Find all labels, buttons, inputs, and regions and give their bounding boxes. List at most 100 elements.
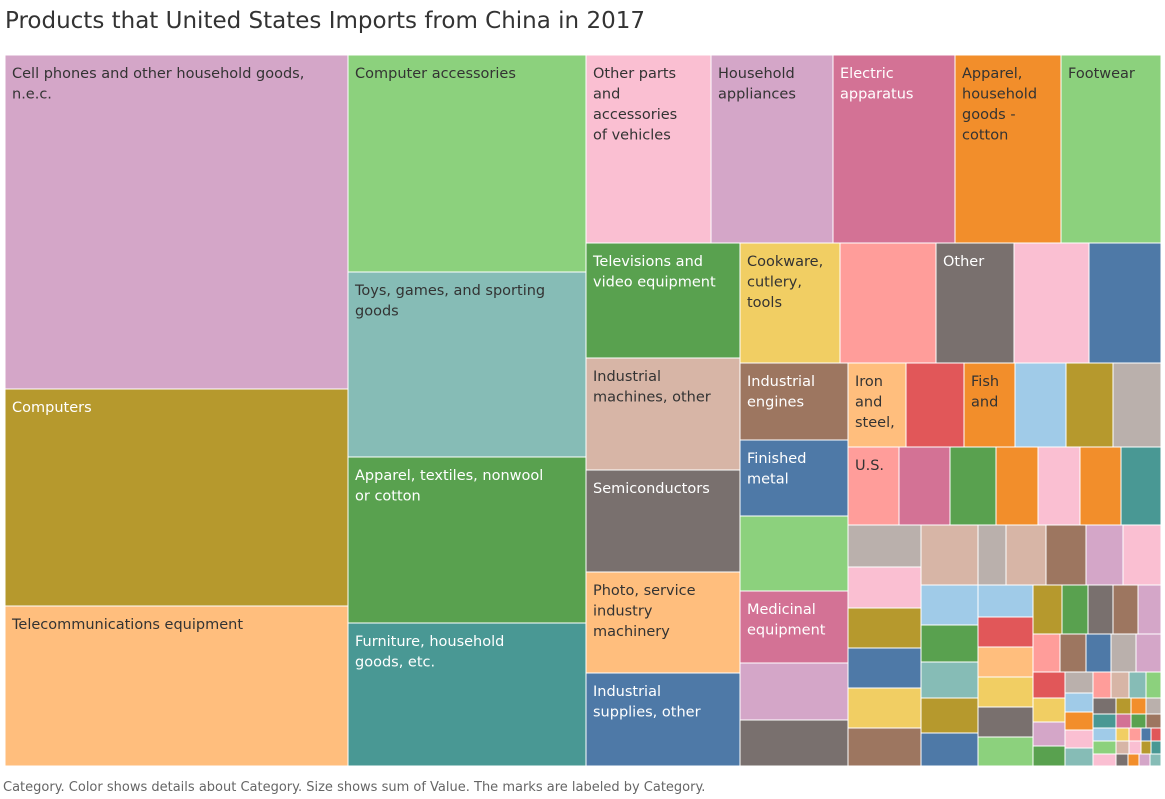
tile-unlabeled[interactable] <box>739 662 849 721</box>
tile-small[interactable] <box>1092 671 1112 699</box>
tile-small[interactable] <box>1032 671 1066 699</box>
tile-small[interactable] <box>1115 727 1130 742</box>
tile-small[interactable] <box>920 697 979 734</box>
tile-small[interactable] <box>1115 697 1132 715</box>
tile-small[interactable] <box>1128 671 1147 699</box>
tile-small[interactable] <box>1061 584 1089 635</box>
tile-unlabeled[interactable] <box>1065 362 1114 448</box>
tile-unlabeled[interactable] <box>1037 446 1081 526</box>
tile-cookware-cutlery-tools[interactable] <box>739 242 841 364</box>
tile-unlabeled[interactable] <box>739 515 849 592</box>
tile-small[interactable] <box>1064 729 1094 749</box>
tile-furniture-household-goods-etc[interactable] <box>347 622 587 767</box>
tile-small[interactable] <box>1032 745 1066 767</box>
tile-industrial-machines-other[interactable] <box>585 357 741 471</box>
tile-unlabeled[interactable] <box>1014 362 1067 448</box>
tile-small[interactable] <box>977 676 1034 708</box>
tile-industrial-supplies-other[interactable] <box>585 672 741 767</box>
tile-small[interactable] <box>1092 753 1117 767</box>
tile-small[interactable] <box>847 524 922 568</box>
tile-u-s[interactable] <box>847 446 900 526</box>
tile-small[interactable] <box>977 706 1034 738</box>
tile-finished-metal[interactable] <box>739 439 849 517</box>
tile-cell-phones-and-other-household-goods-n-e-c[interactable] <box>4 54 349 390</box>
tile-small[interactable] <box>1130 713 1147 729</box>
tile-small[interactable] <box>1135 633 1162 673</box>
tile-unlabeled[interactable] <box>898 446 951 526</box>
tile-small[interactable] <box>1128 727 1142 742</box>
tile-small[interactable] <box>1032 697 1066 723</box>
tile-small[interactable] <box>1085 633 1112 673</box>
tile-unlabeled[interactable] <box>1013 242 1090 364</box>
tile-small[interactable] <box>1087 584 1114 635</box>
tile-small[interactable] <box>1064 747 1094 767</box>
tile-small[interactable] <box>847 727 922 767</box>
tile-footwear[interactable] <box>1060 54 1162 244</box>
tile-small[interactable] <box>920 661 979 699</box>
tile-unlabeled[interactable] <box>1088 242 1162 364</box>
tile-apparel-household-goods-cotton[interactable] <box>954 54 1062 244</box>
tile-small[interactable] <box>920 584 979 626</box>
tile-unlabeled[interactable] <box>905 362 965 448</box>
tile-toys-games-and-sporting-goods[interactable] <box>347 271 587 458</box>
tile-apparel-textiles-nonwool-or-cotton[interactable] <box>347 456 587 624</box>
tile-unlabeled[interactable] <box>739 719 849 767</box>
tile-small[interactable] <box>1140 740 1152 755</box>
tile-other-parts-and-accessories-of-vehicles[interactable] <box>585 54 712 244</box>
tile-small[interactable] <box>1137 584 1162 635</box>
tile-small[interactable] <box>1149 753 1162 767</box>
tile-unlabeled[interactable] <box>995 446 1039 526</box>
tile-small[interactable] <box>1122 524 1162 586</box>
tile-small[interactable] <box>847 647 922 689</box>
tile-small[interactable] <box>1127 753 1140 767</box>
tile-unlabeled[interactable] <box>839 242 937 364</box>
tile-semiconductors[interactable] <box>585 469 741 573</box>
tile-small[interactable] <box>1059 633 1087 673</box>
tile-small[interactable] <box>977 736 1034 767</box>
tile-small[interactable] <box>920 624 979 663</box>
tile-small[interactable] <box>1138 753 1151 767</box>
tile-small[interactable] <box>1005 524 1047 586</box>
tile-small[interactable] <box>977 646 1034 678</box>
tile-small[interactable] <box>977 584 1034 618</box>
tile-small[interactable] <box>1115 753 1129 767</box>
tile-computers[interactable] <box>4 388 349 607</box>
tile-small[interactable] <box>847 566 922 609</box>
tile-small[interactable] <box>1032 584 1063 635</box>
tile-televisions-and-video-equipment[interactable] <box>585 242 741 359</box>
tile-fish-and[interactable] <box>963 362 1016 448</box>
tile-small[interactable] <box>920 524 979 586</box>
tile-small[interactable] <box>1150 740 1162 755</box>
tile-small[interactable] <box>1112 584 1139 635</box>
tile-unlabeled[interactable] <box>1120 446 1162 526</box>
tile-small[interactable] <box>1092 713 1117 729</box>
tile-small[interactable] <box>1115 740 1130 755</box>
tile-other[interactable] <box>935 242 1015 364</box>
tile-unlabeled[interactable] <box>1112 362 1162 448</box>
tile-small[interactable] <box>1110 633 1137 673</box>
tile-small[interactable] <box>1032 633 1061 673</box>
tile-small[interactable] <box>847 687 922 729</box>
tile-small[interactable] <box>1092 697 1117 715</box>
tile-photo-service-industry-machinery[interactable] <box>585 571 741 674</box>
tile-small[interactable] <box>977 616 1034 648</box>
tile-small[interactable] <box>1128 740 1142 755</box>
tile-computer-accessories[interactable] <box>347 54 587 273</box>
tile-small[interactable] <box>1145 713 1162 729</box>
tile-iron-and-steel[interactable] <box>847 362 907 448</box>
tile-small[interactable] <box>847 607 922 649</box>
tile-small[interactable] <box>1115 713 1132 729</box>
tile-small[interactable] <box>1150 727 1162 742</box>
tile-small[interactable] <box>1085 524 1124 586</box>
tile-small[interactable] <box>1045 524 1087 586</box>
tile-small[interactable] <box>1145 697 1162 715</box>
tile-telecommunications-equipment[interactable] <box>4 605 349 767</box>
tile-small[interactable] <box>1064 671 1094 694</box>
tile-small[interactable] <box>1130 697 1147 715</box>
tile-electric-apparatus[interactable] <box>832 54 956 244</box>
tile-small[interactable] <box>1140 727 1152 742</box>
tile-small[interactable] <box>920 732 979 767</box>
tile-small[interactable] <box>1092 727 1117 742</box>
tile-small[interactable] <box>1092 740 1117 755</box>
tile-small[interactable] <box>1145 671 1162 699</box>
